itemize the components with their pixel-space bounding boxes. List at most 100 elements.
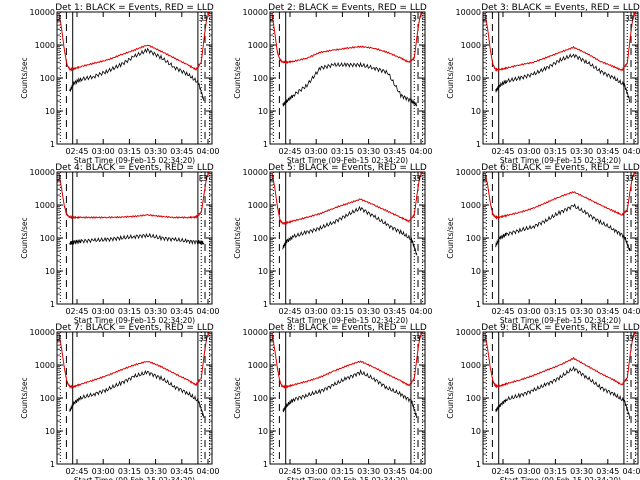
y-tick-label: 1 [476, 140, 481, 149]
x-tick-label: 03:00 [305, 307, 328, 316]
x-tick-label: 02:45 [491, 467, 514, 476]
series-line-lld [271, 170, 423, 226]
panel-title: Det 2: BLACK = Events, RED = LLD [268, 3, 427, 13]
x-tick-label: 03:30 [357, 307, 380, 316]
x-tick-label: 03:15 [118, 147, 141, 156]
panel-det-7: Det 7: BLACK = Events, RED = LLD 1 10 100 10… [20, 323, 220, 480]
x-tick-label: 03:00 [518, 147, 541, 156]
y-tick-label: 10000 [456, 8, 481, 17]
state-marker: 2 [482, 174, 487, 183]
y-tick-label: 10 [45, 267, 55, 276]
x-tick-label: 03:15 [544, 307, 567, 316]
x-tick-label: 03:30 [144, 467, 167, 476]
y-tick-label: 1 [476, 300, 481, 309]
y-tick-label: 10000 [456, 328, 481, 337]
state-marker: 3 [203, 174, 208, 183]
panel-title: Det 3: BLACK = Events, RED = LLD [481, 3, 640, 13]
state-marker: 2 [482, 334, 487, 343]
series-line-events [69, 369, 205, 418]
state-marker: 3 [629, 334, 634, 343]
x-tick-label: 03:30 [357, 467, 380, 476]
state-marker: 3 [412, 334, 417, 343]
panel-det-9: Det 9: BLACK = Events, RED = LLD 1 10 100 10… [446, 323, 640, 480]
state-marker: 2 [269, 334, 274, 343]
y-tick-label: 100 [253, 234, 268, 243]
x-tick-label: 02:45 [278, 147, 301, 156]
y-tick-label: 100 [466, 394, 481, 403]
y-tick-label: 1000 [35, 41, 55, 50]
x-tick-label: 04:00 [622, 467, 640, 476]
x-tick-label: 03:15 [544, 467, 567, 476]
y-tick-label: 1 [50, 460, 55, 469]
y-tick-label: 10 [45, 107, 55, 116]
series-line-lld [271, 331, 423, 390]
series-line-lld [484, 171, 636, 220]
state-marker: 2 [56, 14, 61, 23]
panel-title: Det 7: BLACK = Events, RED = LLD [55, 323, 214, 333]
x-tick-label: 04:00 [622, 307, 640, 316]
state-marker: 2 [269, 14, 274, 23]
y-tick-label: 100 [40, 234, 55, 243]
x-tick-label: 03:30 [570, 467, 593, 476]
y-axis-label: Counts/sec [233, 377, 242, 418]
state-marker: 3 [199, 334, 204, 343]
state-marker: 2 [56, 174, 61, 183]
series-line-events [69, 232, 205, 246]
state-marker: 2 [269, 174, 274, 183]
series-line-events [495, 53, 631, 103]
y-tick-label: 1000 [35, 201, 55, 210]
y-tick-label: 10000 [243, 8, 268, 17]
x-tick-label: 04:00 [196, 147, 219, 156]
panel-det-8: Det 8: BLACK = Events, RED = LLD 1 10 100 10… [233, 323, 433, 480]
state-marker: 3 [629, 14, 634, 23]
y-tick-label: 100 [40, 394, 55, 403]
y-tick-label: 1000 [248, 41, 268, 50]
state-marker: 2 [56, 334, 61, 343]
x-tick-label: 04:00 [409, 467, 432, 476]
x-tick-label: 03:45 [596, 147, 619, 156]
y-tick-label: 10 [45, 427, 55, 436]
plot-frame [269, 11, 426, 145]
x-tick-label: 03:15 [544, 147, 567, 156]
y-tick-label: 100 [40, 74, 55, 83]
x-tick-label: 04:00 [622, 147, 640, 156]
series-line-events [69, 47, 205, 102]
x-axis-label: Start Time (09-Feb-15 02:34:20) [500, 316, 621, 325]
y-tick-label: 10000 [30, 168, 55, 177]
x-tick-label: 03:15 [331, 147, 354, 156]
series-line-events [495, 203, 631, 252]
x-tick-label: 03:00 [92, 147, 115, 156]
x-axis-label: Start Time (09-Feb-15 02:34:20) [500, 476, 621, 480]
state-marker: 3 [625, 334, 630, 343]
x-tick-label: 03:30 [144, 147, 167, 156]
x-tick-label: 02:45 [65, 307, 88, 316]
x-tick-label: 03:00 [92, 467, 115, 476]
x-tick-label: 03:15 [118, 307, 141, 316]
x-axis-label: Start Time (09-Feb-15 02:34:20) [74, 476, 195, 480]
y-tick-label: 1000 [461, 361, 481, 370]
state-marker: 3 [416, 334, 421, 343]
y-axis-label: Counts/sec [20, 217, 29, 258]
plot-frame [56, 171, 213, 305]
state-marker: 3 [625, 14, 630, 23]
x-axis-label: Start Time (09-Feb-15 02:34:20) [287, 316, 408, 325]
x-tick-label: 02:45 [278, 307, 301, 316]
series-line-lld [58, 331, 210, 390]
y-axis-label: Counts/sec [233, 217, 242, 258]
y-tick-label: 1 [263, 460, 268, 469]
x-tick-label: 03:30 [570, 307, 593, 316]
y-tick-label: 1000 [248, 361, 268, 370]
plot-frame [269, 171, 426, 305]
plot-frame [482, 331, 639, 465]
y-tick-label: 10 [258, 267, 268, 276]
y-tick-label: 10000 [30, 8, 55, 17]
x-tick-label: 02:45 [278, 467, 301, 476]
series-line-events [282, 368, 418, 419]
y-tick-label: 10 [258, 427, 268, 436]
y-axis-label: Counts/sec [20, 57, 29, 98]
x-tick-label: 03:45 [596, 307, 619, 316]
y-tick-label: 1000 [35, 361, 55, 370]
state-marker: 3 [203, 334, 208, 343]
state-marker: 2 [482, 14, 487, 23]
